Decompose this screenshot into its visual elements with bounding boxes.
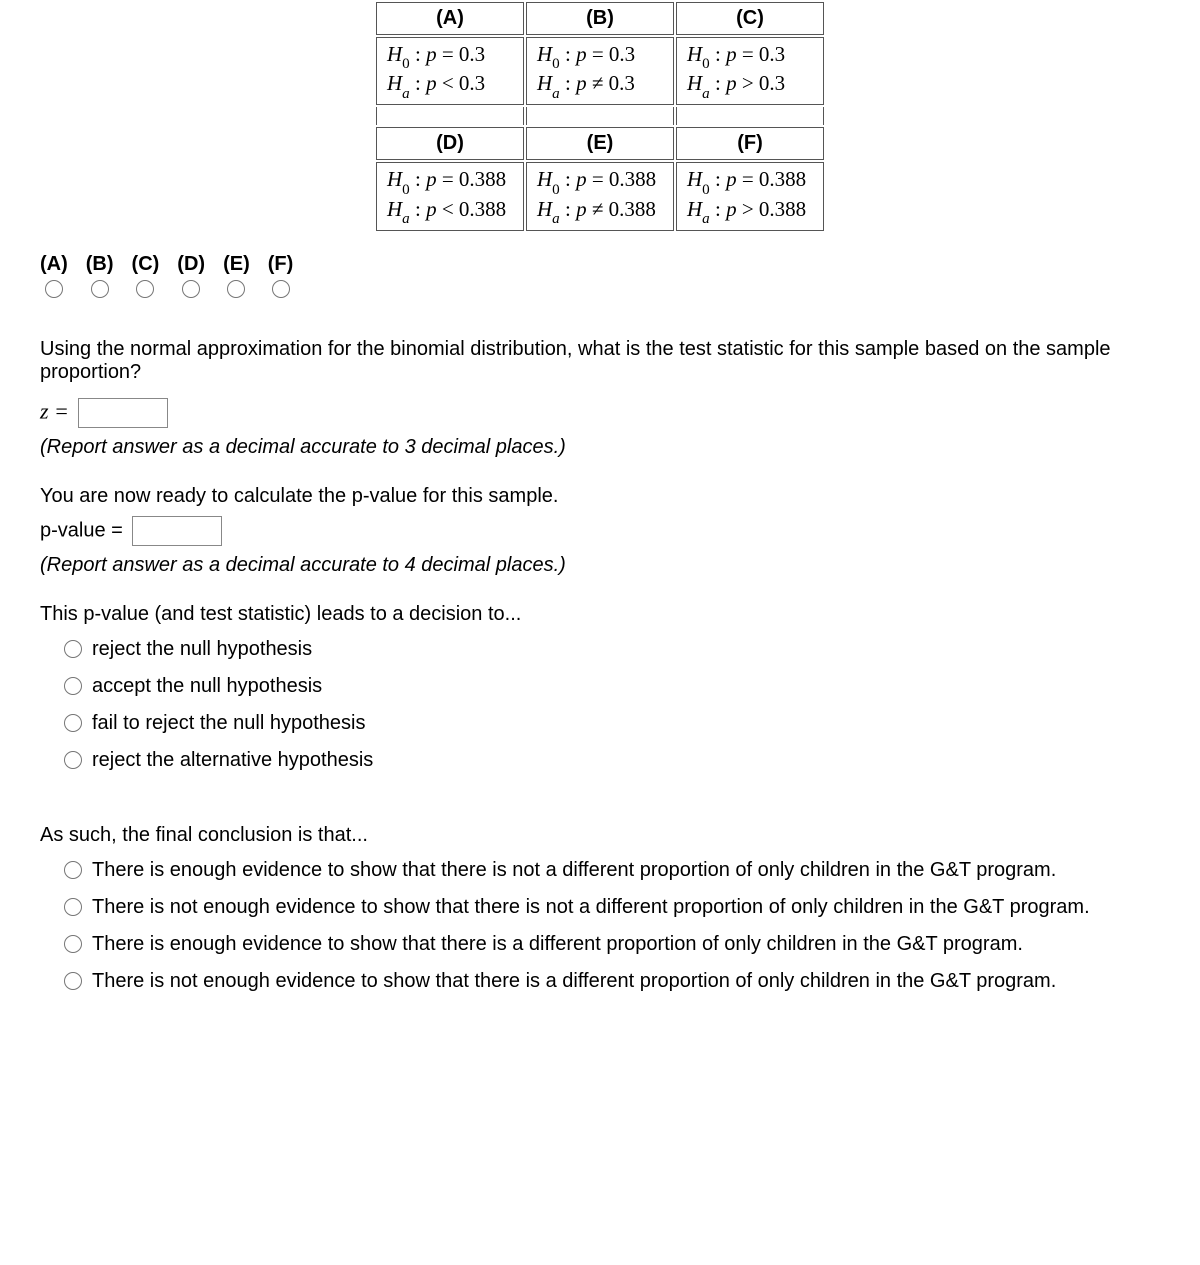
choice-label: (E) — [223, 253, 250, 276]
conclusion-option-label: There is not enough evidence to show tha… — [92, 894, 1090, 921]
hypothesis-header: (F) — [676, 127, 824, 160]
hypothesis-header: (B) — [526, 2, 674, 35]
choice-radio[interactable] — [272, 280, 290, 298]
choice-radio[interactable] — [227, 280, 245, 298]
choice-radio[interactable] — [136, 280, 154, 298]
hint-3dp: (Report answer as a decimal accurate to … — [40, 436, 1160, 459]
decision-option-radio[interactable] — [64, 714, 82, 732]
hypothesis-cell: H0 : p = 0.3Ha : p < 0.3 — [376, 37, 524, 105]
hypothesis-header: (A) — [376, 2, 524, 35]
hypothesis-cell: H0 : p = 0.3Ha : p ≠ 0.3 — [526, 37, 674, 105]
hypothesis-cell: H0 : p = 0.388Ha : p > 0.388 — [676, 162, 824, 230]
decision-option-label: fail to reject the null hypothesis — [92, 710, 366, 737]
decision-option-label: reject the alternative hypothesis — [92, 747, 373, 774]
choice-radio[interactable] — [182, 280, 200, 298]
conclusion-option-radio[interactable] — [64, 898, 82, 916]
hint-4dp: (Report answer as a decimal accurate to … — [40, 554, 1160, 577]
z-label: z = — [40, 398, 69, 423]
conclusion-option-label: There is enough evidence to show that th… — [92, 857, 1056, 884]
hypothesis-cell: H0 : p = 0.388Ha : p ≠ 0.388 — [526, 162, 674, 230]
hypothesis-header: (D) — [376, 127, 524, 160]
conclusion-option-label: There is enough evidence to show that th… — [92, 931, 1023, 958]
z-input[interactable] — [78, 398, 168, 428]
choice-label: (C) — [132, 253, 160, 276]
question-decision: This p-value (and test statistic) leads … — [40, 603, 1160, 626]
conclusion-options-list: There is enough evidence to show that th… — [64, 857, 1160, 995]
choice-radio[interactable] — [91, 280, 109, 298]
question-test-statistic: Using the normal approximation for the b… — [40, 338, 1160, 384]
decision-option-radio[interactable] — [64, 640, 82, 658]
decision-option-label: accept the null hypothesis — [92, 673, 322, 700]
hypothesis-header: (E) — [526, 127, 674, 160]
pvalue-input[interactable] — [132, 516, 222, 546]
hypothesis-cell: H0 : p = 0.388Ha : p < 0.388 — [376, 162, 524, 230]
hypothesis-header: (C) — [676, 2, 824, 35]
hypothesis-table: (A)(B)(C) H0 : p = 0.3Ha : p < 0.3H0 : p… — [374, 0, 826, 233]
pvalue-label: p-value = — [40, 519, 123, 541]
choice-label: (F) — [268, 253, 294, 276]
pvalue-intro: You are now ready to calculate the p-val… — [40, 485, 1160, 508]
choice-label: (D) — [177, 253, 205, 276]
conclusion-option-label: There is not enough evidence to show tha… — [92, 968, 1056, 995]
conclusion-option-radio[interactable] — [64, 861, 82, 879]
hypothesis-choice-row: (A) (B) (C) (D) (E) (F) — [40, 253, 1160, 298]
decision-option-radio[interactable] — [64, 751, 82, 769]
choice-label: (B) — [86, 253, 114, 276]
conclusion-option-radio[interactable] — [64, 972, 82, 990]
choice-radio[interactable] — [45, 280, 63, 298]
question-conclusion: As such, the final conclusion is that... — [40, 824, 1160, 847]
conclusion-option-radio[interactable] — [64, 935, 82, 953]
decision-option-radio[interactable] — [64, 677, 82, 695]
choice-label: (A) — [40, 253, 68, 276]
decision-option-label: reject the null hypothesis — [92, 636, 312, 663]
decision-options-list: reject the null hypothesis accept the nul… — [64, 636, 1160, 774]
hypothesis-cell: H0 : p = 0.3Ha : p > 0.3 — [676, 37, 824, 105]
